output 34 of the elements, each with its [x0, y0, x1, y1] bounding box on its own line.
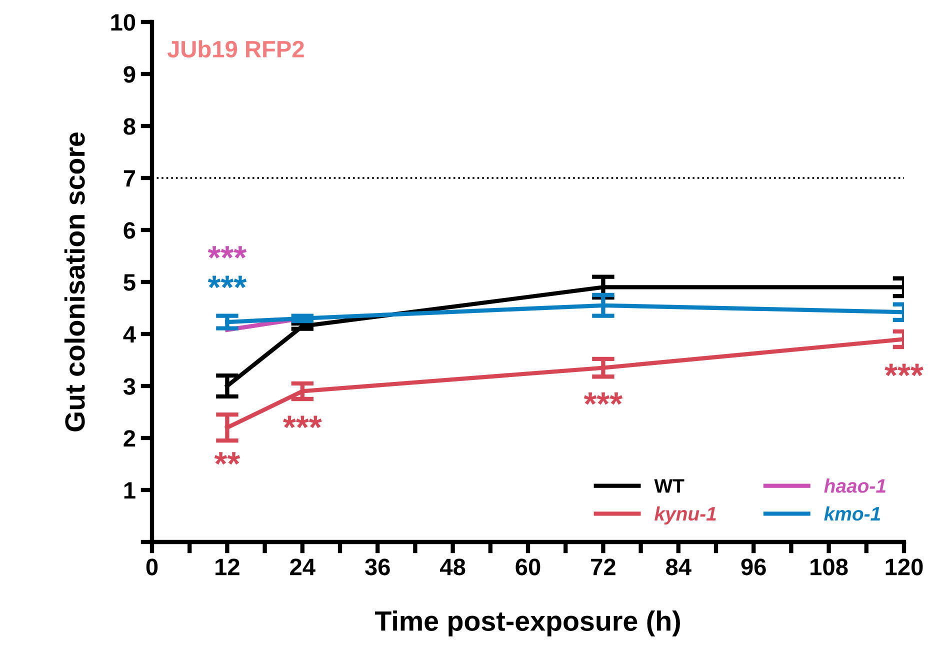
x-tick-label: 84: [666, 558, 692, 576]
x-tick-label: 24: [290, 558, 316, 576]
y-tick-label: 9: [124, 66, 136, 83]
legend-label: haao-1: [824, 478, 886, 493]
annotation: ***: [283, 416, 322, 428]
annotation: ***: [584, 392, 623, 405]
y-tick-label: 3: [123, 378, 136, 395]
y-tick-label: 4: [123, 326, 136, 343]
x-tick-label: 108: [810, 558, 848, 576]
y-tick-label: 6: [124, 222, 136, 239]
y-axis-title: Gut colonisation score: [64, 132, 85, 432]
x-tick-label: 120: [886, 558, 923, 576]
x-tick-label: 0: [146, 558, 158, 576]
annotation: ***: [208, 276, 247, 288]
x-tick-label: 12: [216, 558, 240, 576]
annotation: ***: [208, 246, 247, 258]
x-tick-label: 72: [591, 558, 616, 576]
x-tick-label: 96: [741, 558, 766, 576]
y-tick-label: 8: [124, 118, 136, 135]
legend-label: kmo-1: [824, 506, 880, 521]
legend-label: WT: [654, 479, 684, 493]
y-tick-label: 1: [124, 482, 136, 499]
x-tick-label: 36: [365, 558, 390, 576]
x-tick-label: 60: [516, 558, 540, 576]
annotation: **: [214, 452, 240, 465]
x-axis-title: Time post-exposure (h): [375, 610, 680, 636]
y-tick-label: 5: [124, 274, 136, 291]
legend-label: kynu-1: [654, 506, 716, 524]
y-tick-label: 10: [111, 14, 136, 31]
y-tick-label: 2: [124, 430, 136, 447]
text: JUb19 RFP2: [167, 40, 304, 58]
x-tick-label: 48: [440, 558, 466, 576]
y-tick-label: 7: [124, 170, 135, 187]
annotation: ***: [884, 364, 924, 376]
